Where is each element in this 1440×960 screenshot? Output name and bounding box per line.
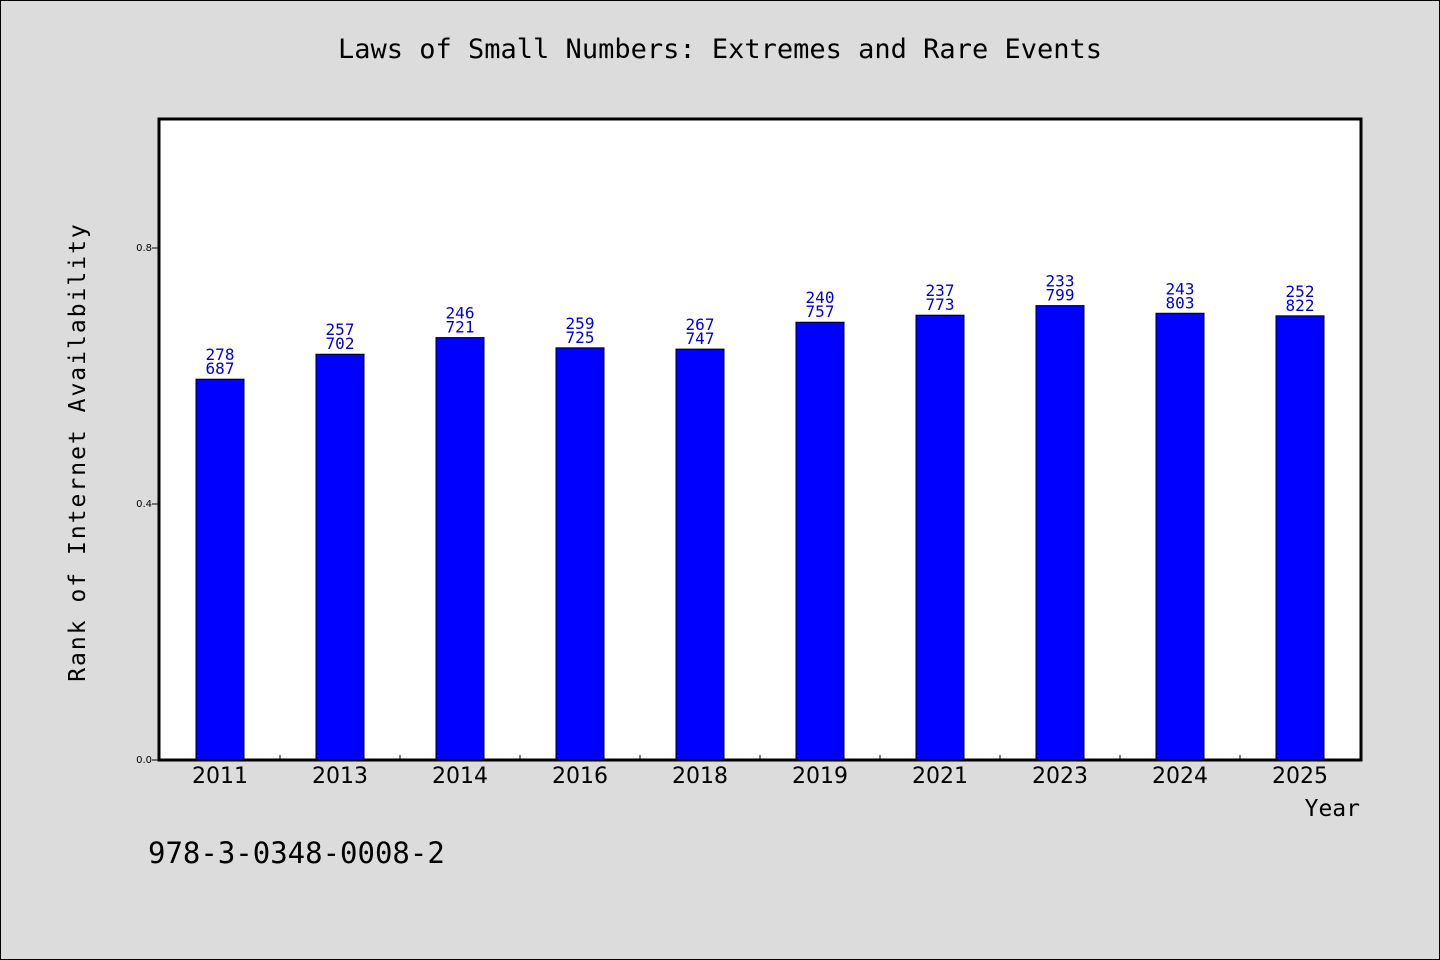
bar-label-bottom: 687 xyxy=(206,359,235,378)
bar-label-top: 246 xyxy=(446,304,475,323)
x-tick-label: 2021 xyxy=(912,764,968,789)
bar-label-top: 259 xyxy=(566,314,595,333)
x-tick-label: 2018 xyxy=(672,764,728,789)
bar-2023 xyxy=(1035,305,1085,761)
x-tick-label: 2025 xyxy=(1272,764,1328,789)
bar-2019 xyxy=(795,321,845,761)
bar-2014 xyxy=(435,337,485,761)
bar-label-bottom: 747 xyxy=(686,329,715,348)
chart-title: Laws of Small Numbers: Extremes and Rare… xyxy=(337,34,1102,65)
bar-label-top: 243 xyxy=(1166,279,1195,298)
bar-label-bottom: 757 xyxy=(806,302,835,321)
bars xyxy=(195,305,1325,761)
x-tick-label: 2019 xyxy=(792,764,848,789)
y-tick-label: 0.4 xyxy=(136,499,152,510)
bar-label-top: 278 xyxy=(206,345,235,364)
x-tick-label: 2013 xyxy=(312,764,368,789)
isbn-text: 978-3-0348-0008-2 xyxy=(148,836,445,870)
axis-ticks: 0.0 0.4 0.8 2011 2013 2014 2016 2018 2019 2021 202… xyxy=(136,243,1328,789)
x-tick-label: 2011 xyxy=(192,764,248,789)
y-tick-label: 0.0 xyxy=(136,755,152,766)
bar-2016 xyxy=(555,347,605,761)
bar-label-bottom: 773 xyxy=(926,295,955,314)
x-axis-title: Year xyxy=(1304,796,1360,822)
bar-label-top: 257 xyxy=(326,320,355,339)
bar-label-bottom: 803 xyxy=(1166,293,1195,312)
bar-label-top: 267 xyxy=(686,315,715,334)
x-tick-label: 2024 xyxy=(1152,764,1208,789)
bar-label-bottom: 799 xyxy=(1046,286,1075,305)
bar-label-bottom: 721 xyxy=(446,318,475,337)
x-tick-label: 2023 xyxy=(1032,764,1088,789)
bar-label-top: 237 xyxy=(926,281,955,300)
x-tick-label: 2016 xyxy=(552,764,608,789)
bar-2024 xyxy=(1155,312,1205,761)
bar-2013 xyxy=(315,353,365,761)
bar-2025 xyxy=(1275,315,1325,761)
bar-label-bottom: 725 xyxy=(566,328,595,347)
y-tick-label: 0.8 xyxy=(136,243,152,254)
bar-label-top: 252 xyxy=(1286,282,1315,301)
bar-label-bottom: 702 xyxy=(326,334,355,353)
bar-2018 xyxy=(675,348,725,761)
bar-2021 xyxy=(915,314,965,761)
bar-label-top: 233 xyxy=(1046,272,1075,291)
bar-label-bottom: 822 xyxy=(1286,296,1315,315)
x-tick-label: 2014 xyxy=(432,764,488,789)
bar-label-top: 240 xyxy=(806,288,835,307)
bar-2011 xyxy=(195,378,245,761)
